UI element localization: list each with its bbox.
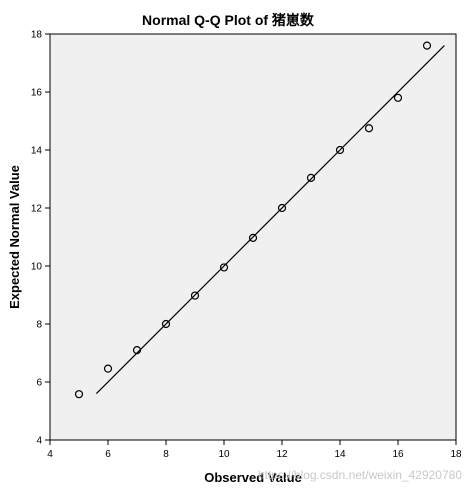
x-tick-label: 10 [218,449,230,460]
x-tick-label: 8 [163,449,169,460]
data-point [74,390,84,399]
data-point [190,291,200,300]
data-point [335,145,345,155]
y-axis-ticks: 4 6 8 10 12 14 16 18 [31,30,50,447]
y-tick-label: 12 [31,204,43,215]
x-tick-label: 4 [47,449,53,460]
data-point [422,41,432,50]
x-axis-ticks: 4 6 8 10 12 14 16 18 [47,440,462,460]
data-point [132,346,142,355]
data-point [364,124,374,133]
y-tick-label: 6 [36,378,42,389]
reference-line [95,45,445,395]
y-tick-label: 10 [31,262,43,273]
y-tick-label: 18 [31,30,43,41]
data-point [393,93,403,102]
y-tick-label: 4 [36,436,42,447]
data-point [219,263,229,272]
watermark: https://blog.csdn.net/weixin_42920780 [258,468,462,482]
data-point [306,173,316,182]
x-tick-label: 12 [276,449,288,460]
y-tick-label: 16 [31,88,43,99]
chart-title: Normal Q-Q Plot of 猪崽数 [142,12,315,28]
x-axis-label: Observed Value [204,470,302,485]
y-tick-label: 14 [31,146,43,157]
data-point [277,203,287,213]
data-point [103,364,113,373]
y-axis-label: Expected Normal Value [7,165,22,309]
x-tick-label: 18 [450,449,462,460]
x-tick-label: 6 [105,449,111,460]
x-tick-label: 16 [392,449,404,460]
data-point [161,319,171,329]
data-point [248,233,258,242]
x-tick-label: 14 [334,449,346,460]
y-tick-label: 8 [36,320,42,331]
data-points [74,41,432,399]
